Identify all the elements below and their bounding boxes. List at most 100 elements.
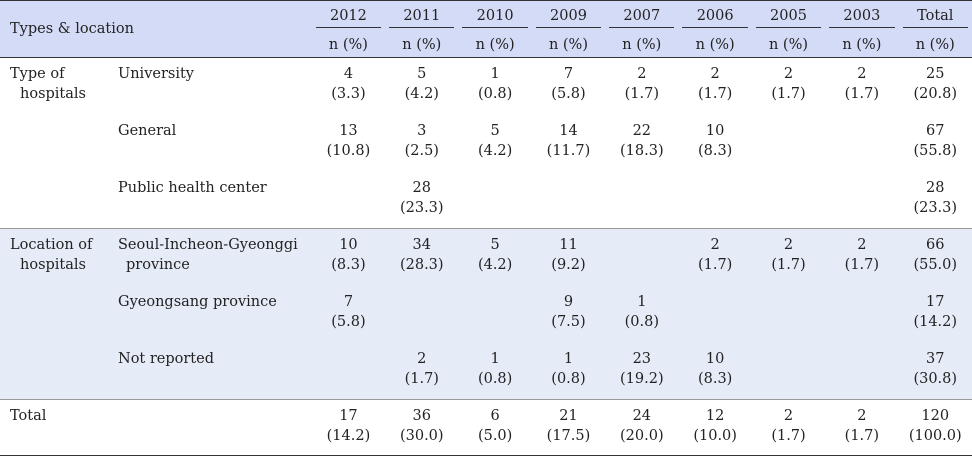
value-cell: 25 (20.8) — [899, 58, 972, 115]
label-line: Gyeongsang province — [118, 293, 277, 310]
value-cell — [751, 342, 826, 400]
value-cell — [751, 285, 826, 343]
value-cell: 6 (5.0) — [458, 399, 532, 456]
count: 10 — [705, 350, 725, 367]
year-header: 2009 — [531, 0, 606, 31]
value-cell: 67 (55.8) — [899, 115, 972, 172]
header-label: Types & location — [0, 0, 312, 58]
count: 10 — [339, 237, 358, 253]
year-header: 2011 — [385, 0, 459, 31]
value-cell: 21 (17.5) — [531, 399, 606, 456]
percent: (1.7) — [771, 257, 806, 273]
count: 2 — [857, 408, 867, 424]
value-cell — [678, 172, 751, 229]
percent: (1.7) — [697, 257, 733, 273]
percent: (20.8) — [913, 86, 958, 102]
value-cell: 23 (19.2) — [605, 342, 679, 400]
category-label: University — [108, 58, 312, 115]
table-header: Types & location 2012 2011 2010 2009 2007 200… — [0, 0, 972, 58]
percent: (1.7) — [404, 370, 439, 387]
value-cell: 2 (1.7) — [751, 399, 826, 456]
value-cell: 34 (28.3) — [385, 228, 459, 286]
value-cell: 1 (0.8) — [531, 342, 606, 400]
value-cell: 2 (1.7) — [825, 399, 899, 456]
year-label: 2007 — [609, 4, 675, 28]
year-header: 2010 — [458, 0, 532, 31]
total-row: Total 17 (14.2) 36 (30.0) 6 (5.0) 21 (17.5) 24 (20… — [0, 399, 972, 456]
value-cell — [678, 285, 752, 343]
value-cell — [458, 172, 531, 229]
count: 2 — [783, 408, 794, 424]
unit-label: n (%) — [695, 37, 735, 53]
value-cell: 12 (10.0) — [678, 399, 752, 456]
label-line: Public health center — [118, 179, 267, 196]
percent: (23.3) — [913, 199, 958, 216]
unit-header: n (%) — [458, 31, 532, 58]
table-row: Public health center 28 (23.3) 28 (23.3) — [0, 172, 972, 229]
value-cell — [311, 342, 386, 400]
value-cell: 28 (23.3) — [899, 172, 972, 229]
count: 5 — [490, 237, 500, 253]
value-cell: 1 (0.8) — [458, 342, 532, 400]
label-line: Seoul-Incheon-Gyeonggi — [118, 237, 298, 253]
label-line: General — [118, 122, 177, 139]
value-cell: 13 (10.8) — [312, 115, 385, 172]
value-cell: 17 (14.2) — [311, 399, 386, 456]
table-row: General 13 (10.8) 3 (2.5) 5 (4.2) 14 (11.7) 22 (18… — [0, 115, 972, 172]
unit-label: n (%) — [768, 37, 809, 53]
percent: (23.3) — [399, 199, 444, 216]
value-cell: 28 (23.3) — [385, 172, 458, 229]
category-label: Public health center — [108, 172, 312, 229]
percent: (55.8) — [913, 142, 958, 159]
value-cell: 10 (8.3) — [678, 342, 752, 400]
value-cell: 3 (2.5) — [385, 115, 458, 172]
table-row: Not reported 2 (1.7) 1 (0.8) 1 (0.8) 23 (19.2) 10… — [0, 342, 972, 400]
year-header: 2003 — [825, 0, 899, 31]
value-cell: 4 (3.3) — [312, 58, 385, 115]
value-cell: 10 (8.3) — [311, 228, 386, 286]
percent: (0.8) — [477, 370, 513, 387]
percent: (10.0) — [693, 428, 737, 444]
percent: (30.0) — [399, 428, 444, 444]
group-label: Location of hospitals — [0, 228, 108, 400]
percent: (8.3) — [697, 370, 733, 387]
value-cell — [752, 115, 825, 172]
count: 22 — [632, 122, 652, 139]
unit-header: n (%) — [825, 31, 899, 58]
unit-header: n (%) — [385, 31, 459, 58]
unit-header: n (%) — [751, 31, 826, 58]
year-label: 2012 — [315, 4, 382, 28]
value-cell: 11 (9.2) — [531, 228, 606, 286]
value-cell: 2 (1.7) — [825, 228, 899, 286]
value-cell — [825, 342, 899, 400]
percent: (2.5) — [404, 142, 439, 159]
year-label: 2010 — [462, 4, 528, 28]
value-cell: 1 (0.8) — [458, 58, 531, 115]
total-label: Total — [0, 399, 108, 456]
table-row: Location of hospitals Seoul-Incheon-Gyeong… — [0, 228, 972, 400]
count: 12 — [705, 408, 725, 424]
value-cell: 24 (20.0) — [605, 399, 679, 456]
percent: (28.3) — [399, 257, 444, 273]
value-cell: 2 (1.7) — [605, 58, 678, 115]
percent: (20.0) — [620, 428, 664, 444]
percent: (1.7) — [624, 86, 659, 102]
count: 66 — [926, 237, 945, 253]
count: 4 — [343, 66, 354, 82]
count: 17 — [926, 293, 945, 310]
unit-header: n (%) — [898, 31, 972, 58]
count: 17 — [339, 408, 358, 424]
percent: (1.7) — [844, 86, 880, 102]
value-cell: 36 (30.0) — [385, 399, 459, 456]
value-cell: 1 (0.8) — [605, 285, 679, 343]
value-cell: 5 (4.2) — [458, 228, 532, 286]
value-cell: 7 (5.8) — [311, 285, 386, 343]
percent: (1.7) — [771, 428, 806, 444]
value-cell — [532, 172, 605, 229]
unit-label: n (%) — [402, 37, 442, 53]
count: 5 — [490, 122, 500, 139]
unit-label: n (%) — [548, 37, 588, 53]
percent: (3.3) — [331, 86, 366, 102]
value-cell: 22 (18.3) — [605, 115, 678, 172]
